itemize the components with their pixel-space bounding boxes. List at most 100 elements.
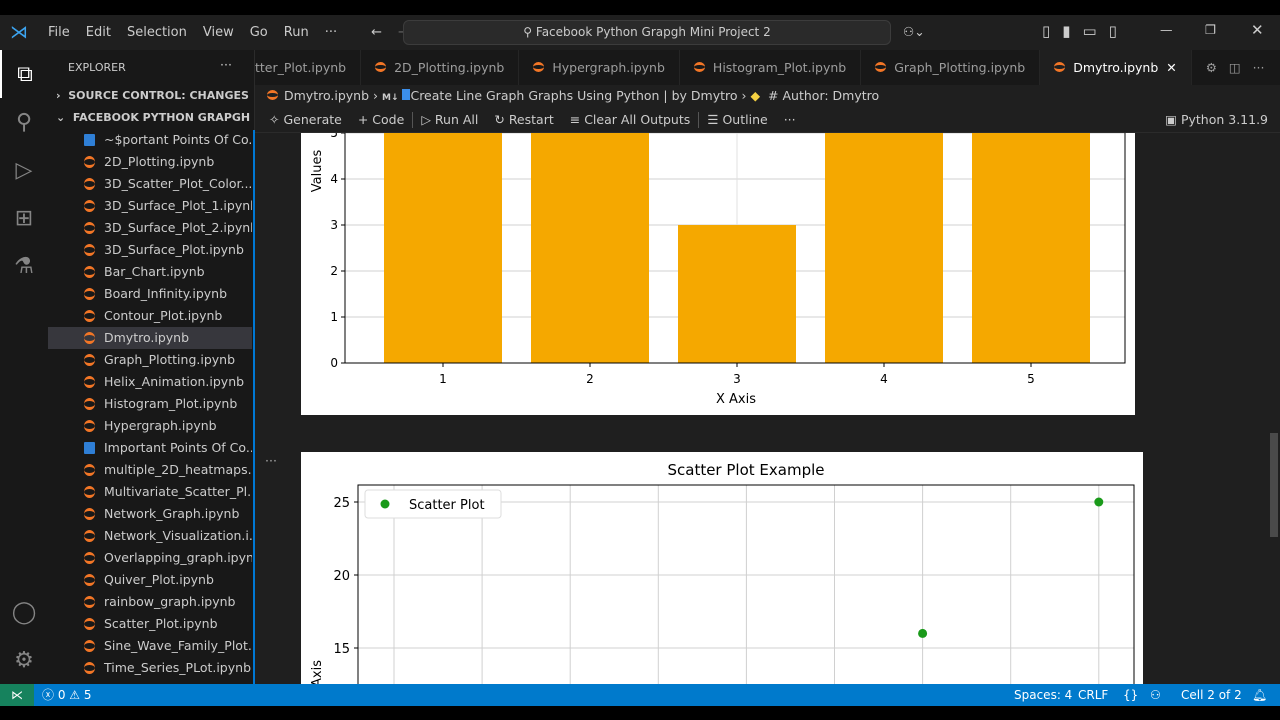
- cell-indicator[interactable]: Cell 2 of 2: [1181, 688, 1242, 702]
- document-icon: [84, 134, 95, 146]
- outline-button[interactable]: ☰ Outline: [707, 112, 768, 127]
- more-actions-icon[interactable]: ···: [220, 57, 232, 72]
- file-item[interactable]: Hypergraph.ipynb: [48, 415, 252, 437]
- tab-scatter-plot[interactable]: tter_Plot.ipynb: [255, 50, 362, 85]
- bar: [825, 133, 943, 363]
- file-item[interactable]: 3D_Surface_Plot_2.ipynb: [48, 217, 252, 239]
- notebook-icon: [84, 508, 95, 520]
- close-tab-icon[interactable]: ✕: [1166, 60, 1177, 75]
- file-item[interactable]: Contour_Plot.ipynb: [48, 305, 252, 327]
- divider: [412, 111, 414, 128]
- problems-indicator[interactable]: ⓧ 0 ⚠ 5: [42, 688, 92, 702]
- language-braces[interactable]: {}: [1123, 688, 1139, 702]
- breadcrumb-heading[interactable]: Create Line Graph Graphs Using Python | …: [410, 88, 738, 103]
- file-item[interactable]: Multivariate_Scatter_Pl...: [48, 481, 252, 503]
- remote-icon[interactable]: ⋉: [0, 684, 34, 706]
- section-project-folder[interactable]: ⌄ FACEBOOK PYTHON GRAPGH MI...: [48, 107, 255, 129]
- command-center-search[interactable]: ⚲ Facebook Python Grapgh Mini Project 2: [403, 20, 891, 45]
- file-item[interactable]: Network_Graph.ipynb: [48, 503, 252, 525]
- file-item[interactable]: ~$portant Points Of Co...: [48, 129, 252, 151]
- restore-icon[interactable]: ❐: [1205, 22, 1217, 37]
- file-item[interactable]: 2D_Plotting.ipynb: [48, 151, 252, 173]
- cell-more-icon[interactable]: ···: [265, 453, 277, 468]
- file-item[interactable]: Quiver_Plot.ipynb: [48, 569, 252, 591]
- indentation[interactable]: Spaces: 4: [1014, 688, 1073, 702]
- notebook-icon: [84, 200, 95, 212]
- explorer-icon[interactable]: ⧉: [0, 50, 48, 98]
- file-item[interactable]: Board_Infinity.ipynb: [48, 283, 252, 305]
- settings-gear-icon[interactable]: ⚙: [14, 647, 34, 673]
- more-button[interactable]: ···: [783, 112, 796, 127]
- menu-view[interactable]: View: [202, 25, 234, 40]
- y-tick-label: 0: [330, 356, 338, 370]
- file-item[interactable]: Helix_Animation.ipynb: [48, 371, 252, 393]
- file-item[interactable]: multiple_2D_heatmaps....: [48, 459, 252, 481]
- copilot-status-icon[interactable]: ⚇: [1150, 688, 1161, 702]
- file-item[interactable]: Time_Series_PLot.ipynb: [48, 657, 252, 679]
- file-item[interactable]: 3D_Surface_Plot_1.ipynb: [48, 195, 252, 217]
- file-name: 2D_Plotting.ipynb: [104, 154, 215, 169]
- tab-2d-plotting[interactable]: 2D_Plotting.ipynb: [361, 50, 520, 85]
- file-item[interactable]: Bar_Chart.ipynb: [48, 261, 252, 283]
- tab-histogram-plot[interactable]: Histogram_Plot.ipynb: [680, 50, 862, 85]
- tab-hypergraph[interactable]: Hypergraph.ipynb: [519, 50, 680, 85]
- file-item[interactable]: Overlapping_graph.ipynb: [48, 547, 252, 569]
- file-item[interactable]: Network_Visualization.i...: [48, 525, 252, 547]
- editor-actions[interactable]: ⚙ ◫ ···: [1205, 60, 1265, 75]
- clear-outputs-button[interactable]: ≡ Clear All Outputs: [569, 112, 691, 127]
- file-item[interactable]: Dmytro.ipynb: [48, 327, 252, 349]
- search-icon[interactable]: ⚲: [15, 109, 33, 135]
- file-item[interactable]: 3D_Scatter_Plot_Color...: [48, 173, 252, 195]
- layout-controls[interactable]: ▯▮▭▯: [1042, 22, 1129, 40]
- warning-count: 5: [83, 688, 92, 702]
- file-item[interactable]: Scatter_Plot.ipynb: [48, 613, 252, 635]
- file-name: Quiver_Plot.ipynb: [104, 572, 214, 587]
- menu-edit[interactable]: Edit: [85, 25, 111, 40]
- scatter-chart: 15 20 25 Scatter Plot Example Scatter Plot Ax…: [301, 452, 1143, 684]
- run-debug-icon[interactable]: ▷: [15, 157, 33, 183]
- file-name: rainbow_graph.ipynb: [104, 594, 236, 609]
- scrollbar-thumb[interactable]: [1270, 433, 1278, 537]
- account-icon[interactable]: ◯: [11, 599, 37, 625]
- notebook-icon: [84, 398, 95, 410]
- breadcrumb-cell[interactable]: # Author: Dmytro: [768, 88, 880, 103]
- testing-icon[interactable]: ⚗: [14, 253, 34, 279]
- tab-graph-plotting[interactable]: Graph_Plotting.ipynb: [861, 50, 1041, 85]
- file-name: Dmytro.ipynb: [104, 330, 190, 345]
- minimize-icon[interactable]: —: [1160, 22, 1173, 37]
- menu-file[interactable]: File: [48, 25, 70, 40]
- generate-button[interactable]: ✧ Generate: [269, 112, 342, 127]
- run-all-button[interactable]: ▷ Run All: [421, 112, 479, 127]
- extensions-icon[interactable]: ⊞: [14, 205, 34, 231]
- section-source-control[interactable]: › SOURCE CONTROL: CHANGES: [56, 89, 249, 102]
- file-item[interactable]: Sine_Wave_Family_Plot....: [48, 635, 252, 657]
- add-code-button[interactable]: + Code: [357, 112, 405, 127]
- copilot-icon[interactable]: ⚇⌄: [903, 24, 925, 39]
- notifications-bell-icon[interactable]: 🔔︎: [1252, 688, 1268, 702]
- menu-selection[interactable]: Selection: [126, 25, 187, 40]
- notebook-icon: [84, 266, 95, 278]
- menu-more[interactable]: ···: [324, 25, 338, 40]
- menu-go[interactable]: Go: [249, 25, 268, 40]
- file-item[interactable]: Graph_Plotting.ipynb: [48, 349, 252, 371]
- restart-button[interactable]: ↻ Restart: [494, 112, 554, 127]
- file-item[interactable]: Histogram_Plot.ipynb: [48, 393, 252, 415]
- tab-dmytro[interactable]: Dmytro.ipynb ✕: [1040, 50, 1192, 85]
- file-item[interactable]: Important Points Of Co...: [48, 437, 252, 459]
- file-item[interactable]: rainbow_graph.ipynb: [48, 591, 252, 613]
- notebook-icon: [84, 662, 95, 674]
- tab-label: Graph_Plotting.ipynb: [894, 60, 1026, 75]
- kernel-picker[interactable]: ▣ Python 3.11.9: [1165, 112, 1268, 127]
- line-ending[interactable]: CRLF: [1078, 688, 1109, 702]
- editor-tabs: tter_Plot.ipynb 2D_Plotting.ipynb Hyperg…: [255, 50, 1280, 85]
- divider: [698, 111, 700, 128]
- file-item[interactable]: 3D_Surface_Plot.ipynb: [48, 239, 252, 261]
- activity-bar: ⧉ ⚲ ▷ ⊞ ⚗ ◯ ⚙: [0, 50, 48, 684]
- notebook-icon: [875, 62, 887, 72]
- menu-run[interactable]: Run: [283, 25, 309, 40]
- file-name: 3D_Surface_Plot_2.ipynb: [104, 220, 252, 235]
- back-arrow-icon[interactable]: ←: [371, 25, 383, 40]
- tab-label: 2D_Plotting.ipynb: [394, 60, 505, 75]
- breadcrumb-file[interactable]: Dmytro.ipynb: [284, 88, 370, 103]
- close-icon[interactable]: ✕: [1251, 21, 1264, 39]
